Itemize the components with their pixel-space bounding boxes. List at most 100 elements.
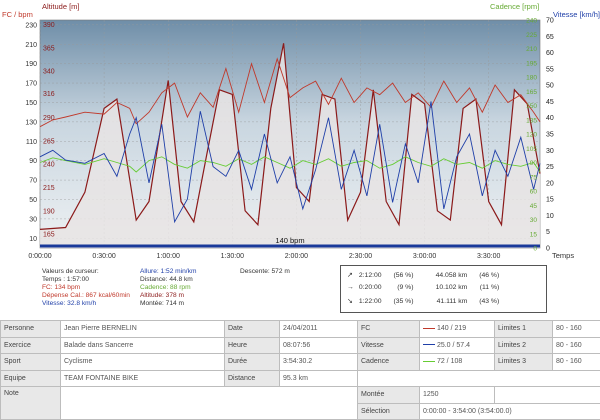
speed-tick-label: 65 [546, 34, 554, 41]
speed-tick-label: 55 [546, 66, 554, 73]
personne-value[interactable]: Jean Pierre BERNELIN [61, 321, 225, 338]
sport-value[interactable]: Cyclisme [61, 354, 225, 371]
selection-value[interactable]: 0:00:00 - 3:54:00 (3:54:00.0) [420, 403, 600, 420]
hr-tick-label: 230 [25, 22, 37, 29]
lim3-label: Limites 3 [495, 354, 553, 371]
hr-tick-label: 110 [26, 139, 37, 146]
montee-value[interactable]: 1250 [420, 387, 495, 404]
cursor-pace: Allure: 1:52 min/km [140, 268, 196, 276]
cursor-descent: Descente: 572 m [240, 268, 290, 276]
equipe-label: Equipe [1, 370, 61, 387]
fc-value[interactable]: 140 / 219 [420, 321, 495, 338]
heure-label: Heure [225, 337, 280, 354]
cadence-tick-label: 105 [526, 146, 537, 153]
note-label: Note [1, 387, 61, 420]
lim2-value[interactable]: 80 - 160 [553, 337, 600, 354]
montee-label: Montée [358, 387, 420, 404]
hr-tick-label: 190 [25, 61, 37, 68]
distance-value[interactable]: 95.3 km [280, 370, 358, 387]
table-row: Equipe TEAM FONTAINE BIKE Distance 95.3 … [1, 370, 600, 387]
cursor-info-col2: Allure: 1:52 min/km Distance: 44.8 km Ca… [140, 268, 196, 308]
note-value[interactable] [61, 387, 358, 420]
axis-title-cadence: Cadence [rpm] [490, 2, 539, 11]
cadence-tick-label: 120 [526, 132, 537, 139]
speed-tick-label: 35 [546, 132, 554, 139]
exercice-label: Exercice [1, 337, 61, 354]
fc-line-icon [423, 328, 435, 329]
equipe-value[interactable]: TEAM FONTAINE BIKE [61, 370, 225, 387]
time-tick-label: 2:00:00 [285, 253, 308, 260]
workout-chart[interactable]: 140 bpm 10305070901101301501701902102300… [0, 0, 600, 262]
speed-tick-label: 60 [546, 50, 554, 57]
slope-summary-box: ↗ 2:12:00 (56 %) 44.058 km (46 %) → 0:20… [340, 265, 547, 313]
hr-tick-label: 10 [29, 236, 37, 243]
vitesse-value[interactable]: 25.0 / 57.4 [420, 337, 495, 354]
hr-tick-label: 130 [25, 119, 37, 126]
altitude-tick-label: 290 [43, 115, 55, 122]
distance-label: Distance [225, 370, 280, 387]
sport-label: Sport [1, 354, 61, 371]
altitude-tick-label: 215 [43, 185, 55, 192]
speed-tick-label: 5 [546, 229, 550, 236]
speed-line-icon [423, 344, 435, 345]
zone-row-flat: → 0:20:00 (9 %) 10.102 km (11 %) [347, 284, 499, 291]
duree-label: Durée [225, 354, 280, 371]
cursor-calories: Dépense Cal.: 867 kcal/60min [42, 292, 130, 300]
cadence-tick-label: 180 [526, 75, 537, 82]
speed-tick-label: 30 [546, 148, 554, 155]
time-tick-label: 0:00:00 [28, 253, 51, 260]
vitesse-label: Vitesse [358, 337, 420, 354]
cadence-tick-label: 30 [530, 217, 538, 224]
cadence-tick-label: 165 [526, 89, 537, 96]
arrow-right-icon: → [347, 284, 357, 291]
fc-label: FC [358, 321, 420, 338]
time-tick-label: 3:00:00 [413, 253, 436, 260]
cadence-tick-label: 210 [526, 46, 537, 53]
axis-title-hr: FC / bpm [2, 10, 33, 19]
cursor-altitude: Altitude: 378 m [140, 292, 196, 300]
cadence-label: Cadence [358, 354, 420, 371]
cursor-distance: Distance: 44.8 km [140, 276, 196, 284]
altitude-tick-label: 340 [43, 69, 55, 76]
cursor-hr: FC: 134 bpm [42, 284, 130, 292]
cadence-tick-label: 150 [526, 103, 537, 110]
empty-cell [358, 370, 600, 387]
axis-title-time: Temps [552, 251, 574, 260]
duree-value[interactable]: 3:54:30.2 [280, 354, 358, 371]
table-row: Personne Jean Pierre BERNELIN Date 24/04… [1, 321, 600, 338]
cursor-speed: Vitesse: 32.8 km/h [42, 300, 130, 308]
cadence-tick-label: 0 [533, 246, 537, 253]
lim3-value[interactable]: 80 - 160 [553, 354, 600, 371]
exercice-value[interactable]: Balade dans Sancerre [61, 337, 225, 354]
lim2-label: Limites 2 [495, 337, 553, 354]
altitude-tick-label: 190 [43, 208, 55, 215]
time-tick-label: 1:00:00 [157, 253, 180, 260]
cadence-tick-label: 195 [526, 60, 537, 67]
hr-tick-label: 50 [29, 197, 37, 204]
speed-tick-label: 45 [546, 99, 554, 106]
cadence-tick-label: 135 [526, 117, 537, 124]
workout-summary-table: Personne Jean Pierre BERNELIN Date 24/04… [0, 320, 600, 420]
speed-tick-label: 50 [546, 83, 554, 90]
selection-label: Sélection [358, 403, 420, 420]
altitude-tick-label: 365 [43, 45, 55, 52]
cursor-info-title: Valeurs de curseur: [42, 268, 130, 276]
altitude-tick-label: 316 [43, 91, 55, 98]
zone-row-down: ↘ 1:22:00 (35 %) 41.111 km (43 %) [347, 297, 499, 305]
cadence-tick-label: 60 [530, 189, 538, 196]
axis-title-altitude: Altitude [m] [42, 2, 80, 11]
speed-tick-label: 25 [546, 164, 554, 171]
table-row: Note Montée 1250 [1, 387, 600, 404]
cadence-tick-label: 75 [530, 174, 538, 181]
cursor-info-col3: Descente: 572 m [240, 268, 290, 276]
altitude-tick-label: 265 [43, 138, 55, 145]
cadence-value[interactable]: 72 / 108 [420, 354, 495, 371]
altitude-tick-label: 390 [43, 22, 55, 29]
heure-value[interactable]: 08:07:56 [280, 337, 358, 354]
date-value[interactable]: 24/04/2011 [280, 321, 358, 338]
cadence-tick-label: 90 [530, 160, 538, 167]
hr-tick-label: 150 [25, 100, 37, 107]
lim1-value[interactable]: 80 - 160 [553, 321, 600, 338]
cadence-tick-label: 225 [526, 32, 537, 39]
time-tick-label: 1:30:00 [221, 253, 244, 260]
